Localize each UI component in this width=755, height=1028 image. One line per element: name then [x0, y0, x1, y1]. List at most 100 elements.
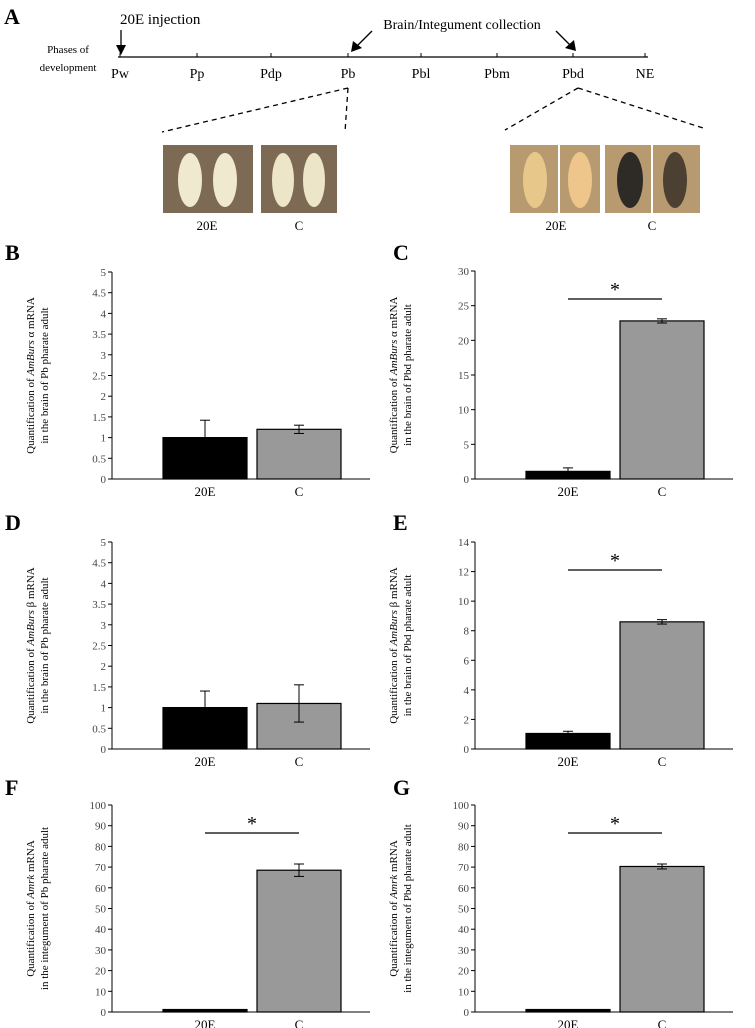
y-axis-label: Quantification of AmBurs α mRNA [388, 297, 400, 454]
y-axis-label-part: α mRNA [25, 297, 37, 340]
y-axis-label-part: β mRNA [388, 567, 400, 610]
y-tick-label: 0 [464, 744, 470, 756]
panel-label: C [393, 240, 409, 265]
y-tick-label: 40 [458, 924, 470, 936]
y-axis-label-part: Quantification of [388, 375, 400, 453]
y-tick-label: 70 [458, 862, 470, 874]
y-axis-label: in the brain of Pbd pharate adult [402, 575, 414, 717]
bar [256, 869, 342, 1013]
y-tick-label: 15 [458, 370, 470, 382]
y-tick-label: 1 [101, 703, 107, 715]
photo-label: 20E [197, 218, 218, 233]
y-tick-label: 20 [95, 966, 107, 978]
zoom-lines [161, 87, 704, 133]
bar [256, 428, 342, 480]
chart: G 0 10 20 30 40 50 60 70 80 90 100 Quantification of… [388, 775, 733, 1028]
y-tick-label: 8 [464, 626, 470, 638]
y-axis-label-part: Amrk [388, 874, 400, 900]
phase-label: Pbl [412, 67, 431, 82]
panel-label: B [5, 240, 20, 265]
y-axis-label-part: Quantification of [25, 646, 37, 724]
y-tick-label: 70 [95, 862, 107, 874]
arrow [555, 30, 572, 47]
y-tick-label: 10 [458, 405, 470, 417]
y-axis-label-part: Quantification of [388, 899, 400, 977]
y-tick-label: 60 [95, 883, 107, 895]
phase-label: Pw [111, 67, 130, 82]
y-tick-label: 10 [458, 986, 470, 998]
y-tick-label: 5 [101, 267, 107, 279]
panel-a: A 20E injection Phases of development Pw… [4, 4, 704, 233]
y-tick-label: 3 [101, 620, 107, 632]
panel-label: F [5, 775, 18, 800]
y-tick-label: 3 [101, 350, 107, 362]
bar [525, 1008, 611, 1013]
bar [619, 865, 705, 1013]
arrowhead [351, 41, 362, 52]
panel-label: G [393, 775, 410, 800]
y-tick-label: 30 [95, 945, 107, 957]
y-axis-label-part: AmBurs [388, 340, 400, 376]
y-tick-label: 0.5 [92, 723, 106, 735]
phases: Pw Pp Pdp Pb Pbl Pbm Pbd NE [111, 53, 654, 82]
bar [162, 1008, 248, 1013]
phases-label: development [40, 62, 97, 74]
chart: B 0 0.5 1 1.5 2 2.5 3 3.5 4 4.5 5 Quantification of … [5, 240, 370, 499]
y-tick-label: 25 [458, 301, 470, 313]
y-tick-label: 2 [464, 714, 470, 726]
y-tick-label: 0 [101, 1007, 107, 1019]
chart: F 0 10 20 30 40 50 60 70 80 90 100 Quantification of… [5, 775, 370, 1028]
significance-star: * [610, 813, 620, 835]
y-axis-label: Quantification of AmBurs β mRNA [25, 567, 37, 724]
y-tick-label: 100 [90, 800, 107, 812]
y-axis-label-part: Quantification of [25, 899, 37, 977]
y-axis-label-part: mRNA [25, 840, 37, 875]
y-tick-label: 2 [101, 391, 107, 403]
phase-label: Pbd [562, 67, 584, 82]
y-tick-label: 5 [101, 537, 107, 549]
x-tick-label: 20E [558, 484, 579, 499]
y-tick-label: 1 [101, 433, 107, 445]
y-tick-label: 90 [458, 821, 470, 833]
x-tick-label: C [295, 754, 304, 769]
panel-label: D [5, 510, 21, 535]
y-tick-label: 3.5 [92, 599, 106, 611]
y-tick-label: 12 [458, 567, 469, 579]
y-axis-label-part: mRNA [388, 840, 400, 875]
y-tick-label: 40 [95, 924, 107, 936]
y-axis-label: Quantification of Amrk mRNA [25, 840, 37, 977]
y-axis-label-part: Quantification of [388, 646, 400, 724]
y-tick-label: 1.5 [92, 412, 106, 424]
significance-star: * [247, 813, 257, 835]
significance-star: * [610, 550, 620, 572]
bar [619, 320, 705, 480]
arrow [355, 30, 373, 48]
y-tick-label: 10 [458, 596, 470, 608]
y-tick-label: 14 [458, 537, 470, 549]
phase-label: NE [636, 67, 655, 82]
phase-label: Pbm [484, 67, 510, 82]
y-tick-label: 80 [95, 841, 107, 853]
arrowhead [116, 45, 126, 55]
y-axis-label-part: Quantification of [25, 376, 37, 454]
y-tick-label: 4.5 [92, 288, 106, 300]
photos [163, 145, 700, 213]
chart: D 0 0.5 1 1.5 2 2.5 3 3.5 4 4.5 5 Quantification of … [5, 510, 370, 769]
x-tick-label: 20E [195, 754, 216, 769]
panel-label: E [393, 510, 408, 535]
y-tick-label: 4 [464, 685, 470, 697]
y-tick-label: 4 [101, 578, 107, 590]
x-tick-label: C [658, 754, 667, 769]
y-tick-label: 0 [101, 474, 107, 486]
y-axis-label: in the brain of Pb pharate adult [39, 307, 51, 443]
y-tick-label: 2.5 [92, 371, 106, 383]
y-axis-label-part: β mRNA [25, 567, 37, 610]
y-tick-label: 90 [95, 821, 107, 833]
y-axis-label-part: AmBurs [25, 340, 37, 376]
phase-label: Pb [341, 67, 356, 82]
y-tick-label: 1.5 [92, 682, 106, 694]
y-tick-label: 2 [101, 661, 107, 673]
y-tick-label: 6 [464, 655, 470, 667]
injection-label: 20E injection [120, 12, 201, 28]
